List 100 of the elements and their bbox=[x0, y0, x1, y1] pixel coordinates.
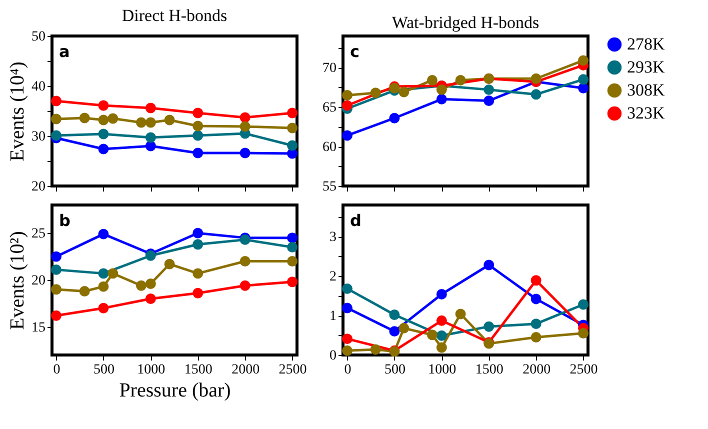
point bbox=[455, 74, 466, 86]
y-tick-label: 40 bbox=[32, 80, 46, 94]
point bbox=[287, 242, 298, 252]
x-tick-label: 1000 bbox=[137, 362, 166, 378]
point bbox=[389, 326, 400, 337]
point bbox=[164, 114, 175, 126]
point bbox=[287, 140, 298, 151]
y-tick-label: 60 bbox=[322, 140, 336, 156]
point bbox=[51, 130, 62, 141]
point bbox=[342, 283, 352, 294]
point bbox=[398, 86, 410, 98]
y-tick-label: 1 bbox=[330, 309, 336, 324]
point bbox=[484, 321, 494, 332]
point bbox=[98, 128, 109, 140]
point bbox=[192, 288, 204, 298]
point bbox=[436, 288, 447, 300]
point bbox=[240, 148, 250, 158]
y-tick-label: 70 bbox=[322, 61, 336, 76]
point bbox=[342, 345, 352, 356]
annotation: c bbox=[350, 42, 360, 61]
x-tick-label: 2000 bbox=[232, 362, 260, 378]
point bbox=[98, 281, 109, 292]
x-tick-label: 2500 bbox=[278, 362, 307, 378]
point bbox=[484, 84, 494, 95]
point bbox=[98, 268, 109, 279]
point bbox=[51, 310, 62, 321]
point bbox=[240, 280, 250, 291]
point bbox=[530, 294, 542, 304]
point bbox=[578, 328, 589, 339]
y-tick-label: 3 bbox=[330, 230, 336, 246]
point bbox=[145, 132, 156, 143]
point bbox=[342, 302, 352, 314]
point bbox=[145, 278, 156, 289]
y-tick-label: 0 bbox=[330, 348, 336, 364]
point bbox=[342, 90, 352, 100]
point bbox=[108, 268, 118, 279]
y-tick-label: 25 bbox=[32, 226, 46, 242]
point bbox=[136, 280, 146, 291]
annotation: d bbox=[350, 211, 362, 230]
point bbox=[530, 73, 542, 84]
legend-label: 278K bbox=[627, 34, 666, 54]
y-tick-label: 65 bbox=[322, 100, 336, 116]
legend-label: 293K bbox=[627, 58, 666, 76]
x-tick-label: 1500 bbox=[475, 362, 504, 378]
point bbox=[145, 294, 156, 304]
y-tick-label: 2 bbox=[330, 270, 336, 285]
point bbox=[530, 318, 542, 330]
point bbox=[51, 284, 62, 295]
point bbox=[287, 232, 298, 244]
y-tick-label: 55 bbox=[322, 180, 336, 194]
point bbox=[287, 256, 298, 266]
point bbox=[192, 108, 204, 118]
point bbox=[389, 310, 400, 320]
x-tick-label: 2500 bbox=[570, 362, 598, 378]
point bbox=[530, 332, 542, 342]
x-tick-label: 1500 bbox=[184, 362, 212, 378]
point bbox=[287, 276, 298, 288]
y-tick-label: 15 bbox=[32, 320, 46, 336]
point bbox=[51, 114, 62, 124]
y-axis-title: Events (10²) bbox=[6, 231, 28, 330]
point bbox=[398, 322, 410, 334]
point bbox=[98, 144, 109, 154]
point bbox=[51, 96, 62, 106]
y-tick-label: 50 bbox=[32, 30, 46, 44]
x-tick-label: 500 bbox=[384, 362, 406, 378]
point bbox=[287, 122, 298, 134]
point bbox=[426, 330, 438, 340]
point bbox=[79, 112, 90, 124]
point bbox=[484, 96, 494, 106]
point bbox=[192, 268, 204, 279]
point bbox=[342, 100, 352, 111]
annotation: b bbox=[59, 211, 70, 230]
point bbox=[455, 308, 466, 320]
point bbox=[530, 275, 542, 286]
y-tick-label: 20 bbox=[32, 180, 46, 194]
y-axis-title: Events (10⁴) bbox=[6, 62, 28, 162]
point bbox=[192, 120, 204, 132]
point bbox=[484, 260, 494, 270]
point bbox=[192, 148, 204, 158]
x-tick-label: 1000 bbox=[428, 362, 456, 378]
point bbox=[370, 344, 381, 355]
point bbox=[98, 100, 109, 111]
point bbox=[578, 299, 589, 310]
point bbox=[164, 258, 175, 270]
y-tick-label: 30 bbox=[32, 130, 46, 144]
x-axis-title: Pressure (bar) bbox=[119, 380, 231, 402]
point bbox=[51, 264, 62, 275]
point bbox=[240, 256, 250, 266]
point bbox=[51, 251, 62, 262]
point bbox=[436, 342, 447, 353]
point bbox=[342, 130, 352, 141]
point bbox=[79, 286, 90, 296]
legend-label: 323K bbox=[627, 104, 666, 122]
point bbox=[98, 114, 109, 126]
point bbox=[98, 228, 109, 240]
point bbox=[192, 239, 204, 250]
point bbox=[530, 89, 542, 100]
point bbox=[98, 302, 109, 314]
x-tick-label: 0 bbox=[344, 362, 352, 378]
point bbox=[578, 82, 589, 94]
